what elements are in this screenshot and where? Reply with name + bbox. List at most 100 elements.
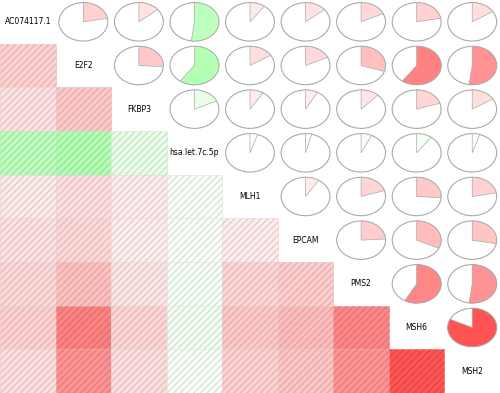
Bar (111, 306, 166, 349)
Bar (56, 174, 111, 219)
Wedge shape (250, 134, 258, 153)
Bar (111, 219, 166, 262)
Bar (0, 174, 56, 219)
Wedge shape (472, 90, 493, 109)
Bar (222, 349, 278, 393)
Text: AC074117.1: AC074117.1 (4, 17, 51, 26)
Bar (278, 262, 334, 306)
Bar (56, 87, 111, 131)
Bar (111, 174, 166, 219)
Bar (56, 262, 111, 306)
Bar (56, 306, 111, 349)
Bar (56, 131, 111, 174)
Wedge shape (472, 3, 493, 22)
Text: E2F2: E2F2 (74, 61, 92, 70)
Bar (0, 262, 56, 306)
Wedge shape (405, 264, 441, 303)
Bar (166, 306, 222, 349)
Bar (0, 349, 56, 393)
Bar (222, 262, 278, 306)
Bar (166, 174, 222, 219)
Text: EPCAM: EPCAM (292, 236, 319, 245)
Bar (389, 349, 444, 393)
Wedge shape (469, 46, 496, 85)
Wedge shape (448, 308, 496, 347)
Bar (222, 306, 278, 349)
Text: MLH1: MLH1 (240, 192, 260, 201)
Wedge shape (416, 90, 440, 109)
Bar (56, 219, 111, 262)
Bar (222, 262, 278, 306)
Bar (0, 131, 56, 174)
Wedge shape (306, 90, 318, 109)
Bar (0, 174, 56, 219)
Bar (166, 174, 222, 219)
Wedge shape (472, 134, 480, 153)
Bar (111, 349, 166, 393)
Bar (334, 349, 389, 393)
Wedge shape (361, 134, 372, 153)
Wedge shape (361, 90, 378, 109)
Bar (111, 306, 166, 349)
Bar (166, 349, 222, 393)
Bar (111, 349, 166, 393)
Wedge shape (416, 221, 441, 248)
Text: PMS2: PMS2 (350, 279, 372, 288)
Wedge shape (139, 3, 158, 22)
Text: MSH2: MSH2 (462, 367, 483, 376)
Bar (222, 349, 278, 393)
Wedge shape (306, 46, 328, 66)
Bar (278, 349, 334, 393)
Bar (111, 262, 166, 306)
Bar (222, 219, 278, 262)
Bar (166, 349, 222, 393)
Bar (0, 219, 56, 262)
Bar (111, 262, 166, 306)
Bar (222, 219, 278, 262)
Bar (0, 131, 56, 174)
Bar (166, 219, 222, 262)
Wedge shape (416, 177, 441, 198)
Wedge shape (472, 221, 496, 244)
Bar (0, 349, 56, 393)
Bar (278, 262, 334, 306)
Bar (334, 306, 389, 349)
Bar (334, 306, 389, 349)
Bar (56, 262, 111, 306)
Wedge shape (306, 134, 312, 153)
Bar (56, 219, 111, 262)
Text: hsa.let.7c.5p: hsa.let.7c.5p (170, 148, 219, 157)
Bar (0, 306, 56, 349)
Bar (56, 131, 111, 174)
Text: FKBP3: FKBP3 (127, 105, 151, 114)
Bar (166, 262, 222, 306)
Wedge shape (306, 177, 318, 196)
Bar (56, 349, 111, 393)
Wedge shape (416, 134, 431, 153)
Bar (56, 174, 111, 219)
Bar (389, 349, 444, 393)
Bar (334, 349, 389, 393)
Bar (222, 306, 278, 349)
Wedge shape (402, 46, 441, 85)
Bar (111, 131, 166, 174)
Bar (0, 219, 56, 262)
Bar (111, 219, 166, 262)
Bar (0, 44, 56, 87)
Wedge shape (306, 3, 324, 22)
Bar (111, 131, 166, 174)
Wedge shape (469, 264, 496, 303)
Bar (278, 306, 334, 349)
Bar (111, 174, 166, 219)
Bar (278, 306, 334, 349)
Wedge shape (192, 3, 219, 41)
Bar (56, 87, 111, 131)
Wedge shape (180, 46, 219, 85)
Wedge shape (361, 221, 386, 240)
Bar (0, 262, 56, 306)
Bar (56, 306, 111, 349)
Bar (56, 349, 111, 393)
Wedge shape (194, 90, 216, 109)
Wedge shape (250, 3, 264, 22)
Bar (0, 87, 56, 131)
